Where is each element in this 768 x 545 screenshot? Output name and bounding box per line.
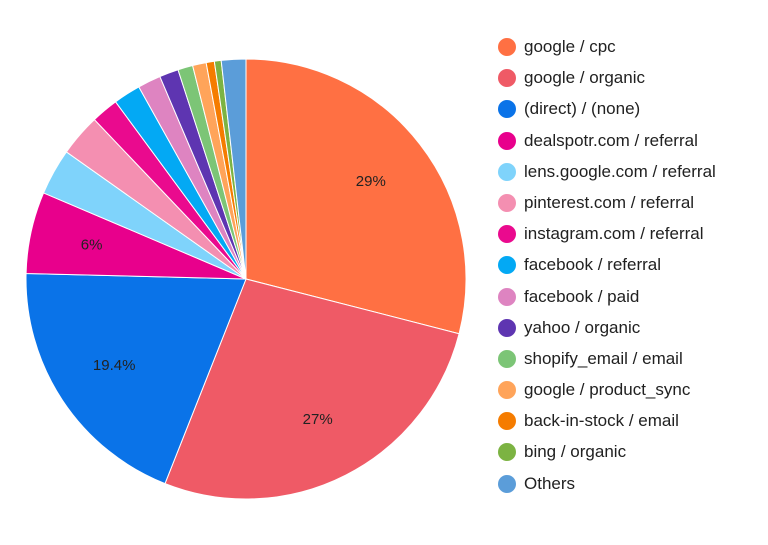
legend-swatch-icon (498, 381, 516, 400)
legend-label: yahoo / organic (524, 317, 641, 337)
legend-label: facebook / referral (524, 255, 662, 275)
legend-swatch-icon (498, 131, 516, 150)
pie-slice[interactable] (245, 58, 467, 335)
legend-swatch-icon (498, 193, 516, 212)
legend-label: dealspotr.com / referral (524, 130, 698, 150)
legend-label: google / product_sync (524, 380, 691, 400)
pie-slice[interactable] (220, 58, 247, 280)
legend-swatch-icon (498, 69, 516, 88)
slice-data-label: 27% (303, 411, 333, 428)
legend-item[interactable]: Others (498, 473, 760, 495)
legend-item[interactable]: yahoo / organic (498, 317, 760, 339)
legend-swatch-icon (498, 100, 516, 119)
legend-label: back-in-stock / email (524, 411, 679, 431)
legend-swatch-icon (498, 443, 516, 462)
legend-label: pinterest.com / referral (524, 192, 695, 212)
legend-label: instagram.com / referral (524, 224, 704, 244)
legend-label: facebook / paid (524, 286, 640, 306)
legend-label: bing / organic (524, 442, 627, 462)
legend-item[interactable]: dealspotr.com / referral (498, 130, 760, 152)
legend-swatch-icon (498, 474, 516, 493)
legend-label: google / organic (524, 68, 645, 88)
pie-chart-plot: 29% 27% 19.4% 6% (25, 58, 467, 500)
legend-label: (direct) / (none) (524, 99, 641, 119)
legend-swatch-icon (498, 318, 516, 337)
legend-item[interactable]: google / product_sync (498, 379, 760, 401)
legend-label: Others (524, 473, 576, 493)
legend-swatch-icon (498, 225, 516, 244)
legend-item[interactable]: google / cpc (498, 36, 760, 58)
legend-item[interactable]: google / organic (498, 67, 760, 89)
legend-item[interactable]: facebook / paid (498, 286, 760, 308)
legend-swatch-icon (498, 349, 516, 368)
legend-label: shopify_email / email (524, 348, 683, 368)
legend-swatch-icon (498, 287, 516, 306)
legend-label: google / cpc (524, 37, 616, 56)
legend-item[interactable]: back-in-stock / email (498, 410, 760, 432)
pie-slice[interactable] (164, 278, 460, 500)
legend-swatch-icon (498, 256, 516, 275)
legend-item[interactable]: instagram.com / referral (498, 223, 760, 245)
legend-item[interactable]: (direct) / (none) (498, 98, 760, 120)
legend: google / cpc google / organic (direct) / (… (498, 36, 760, 504)
legend-item[interactable]: lens.google.com / referral (498, 161, 760, 183)
legend-label: lens.google.com / referral (524, 161, 716, 181)
legend-item[interactable]: pinterest.com / referral (498, 192, 760, 214)
legend-item[interactable]: bing / organic (498, 441, 760, 463)
legend-item[interactable]: facebook / referral (498, 254, 760, 276)
legend-swatch-icon (498, 38, 516, 56)
slice-data-label: 6% (81, 236, 103, 253)
pie-slice[interactable] (25, 272, 247, 485)
legend-swatch-icon (498, 162, 516, 181)
slice-data-label: 29% (356, 173, 386, 190)
legend-item[interactable]: shopify_email / email (498, 348, 760, 370)
slice-data-label: 19.4% (93, 357, 136, 374)
legend-swatch-icon (498, 412, 516, 431)
